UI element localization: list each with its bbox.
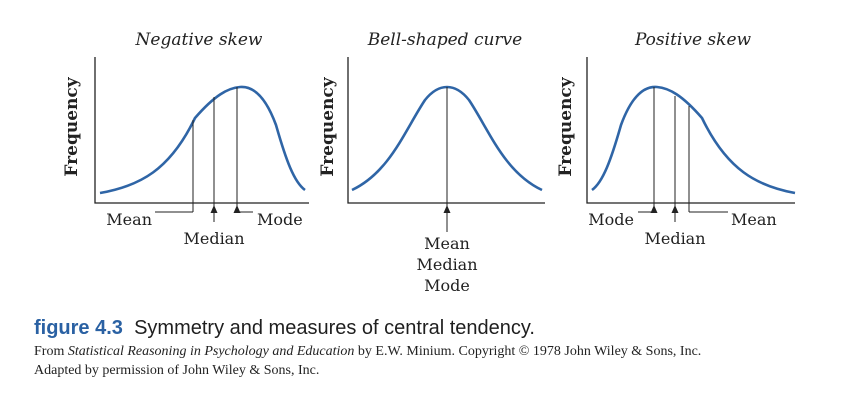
y-axis-label-frequency: Frequency [318, 76, 338, 176]
caption-source: From Statistical Reasoning in Psychology… [34, 342, 854, 380]
source-permission: Adapted by permission of John Wiley & So… [34, 363, 320, 378]
y-axis-label-frequency: Frequency [556, 76, 576, 176]
panel-negative-skew: Negative skew Frequency Mean Median Mode [62, 30, 309, 248]
label-mean: Mean [731, 210, 777, 229]
source-book-title: Statistical Reasoning in Psychology and … [67, 344, 355, 359]
label-mean: Mean [424, 234, 470, 253]
caption-title-line: figure 4.3 Symmetry and measures of cent… [34, 316, 854, 340]
panel-bell-shaped: Bell-shaped curve Frequency Mean Median … [318, 30, 545, 295]
figure-label: figure [34, 317, 90, 339]
axes-negative-skew [94, 57, 309, 204]
caption-title: Symmetry and measures of central tendenc… [134, 317, 535, 339]
median-arrow-icon [671, 205, 679, 213]
panel-title-negative-skew: Negative skew [135, 30, 263, 50]
center-arrow-icon [443, 205, 451, 213]
figure-caption: figure 4.3 Symmetry and measures of cent… [34, 316, 854, 380]
panel-title-bell-shaped: Bell-shaped curve [367, 30, 522, 50]
label-median: Median [183, 229, 244, 248]
curve-negative-skew [99, 85, 306, 195]
label-mode: Mode [257, 210, 303, 229]
label-mode: Mode [424, 276, 470, 295]
source-suffix: by E.W. Minium. Copyright © 1978 John Wi… [354, 344, 702, 359]
axes-bell-shaped [347, 57, 545, 204]
label-median: Median [416, 255, 477, 274]
label-mode: Mode [588, 210, 634, 229]
median-arrow-icon [210, 205, 218, 213]
label-median: Median [644, 229, 705, 248]
y-axis-label-frequency: Frequency [62, 76, 82, 176]
axes-positive-skew [586, 57, 795, 204]
mode-arrow-icon [233, 205, 241, 213]
curve-positive-skew [591, 85, 796, 195]
figure-number: 4.3 [95, 317, 123, 339]
source-prefix: From [34, 344, 68, 359]
mode-arrow-icon [650, 205, 658, 213]
panel-positive-skew: Positive skew Frequency Mode Median Mean [556, 30, 796, 248]
label-mean: Mean [106, 210, 152, 229]
panel-title-positive-skew: Positive skew [634, 30, 752, 50]
